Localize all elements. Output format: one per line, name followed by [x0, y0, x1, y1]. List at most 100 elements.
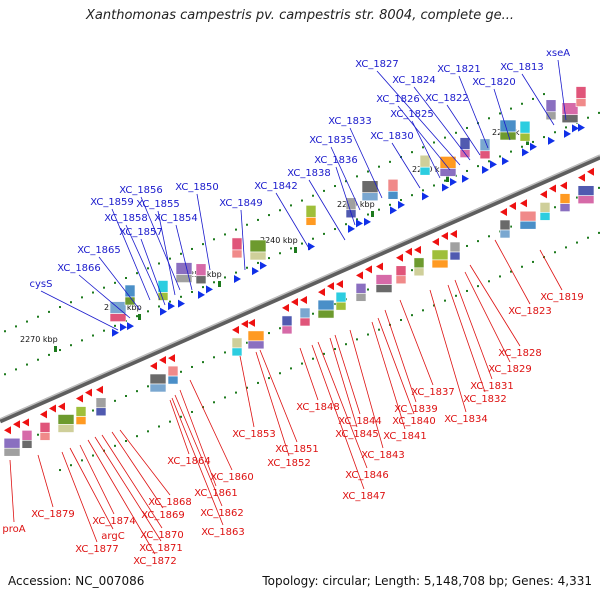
reverse-gene-label[interactable]: XC_1847	[342, 491, 386, 502]
reverse-gene-label[interactable]: XC_1861	[194, 488, 238, 499]
forward-gene-label[interactable]: XC_1820	[472, 77, 516, 88]
reverse-gene-label[interactable]: XC_1864	[167, 456, 211, 467]
reverse-gene-label[interactable]: XC_1868	[148, 497, 192, 508]
reverse-gene-label[interactable]: XC_1869	[141, 510, 185, 521]
reverse-gene-arrow	[365, 265, 372, 274]
reverse-gene-label[interactable]: proA	[2, 524, 25, 535]
forward-gene-label[interactable]: XC_1849	[219, 198, 263, 209]
forward-leader-line	[521, 73, 555, 126]
forward-gene-label[interactable]: XC_1859	[90, 197, 134, 208]
reverse-gene-label[interactable]: XC_1860	[210, 472, 254, 483]
reverse-gene-arrow	[300, 296, 307, 304]
forward-gene-label[interactable]: XC_1825	[390, 109, 434, 120]
forward-gene-label[interactable]: XC_1830	[370, 131, 414, 142]
reverse-gene-label[interactable]: XC_1841	[383, 431, 427, 442]
reverse-gene-label[interactable]: XC_1851	[275, 444, 319, 455]
reverse-gene-label[interactable]: XC_1845	[335, 429, 379, 440]
guide-dot	[477, 240, 479, 243]
reverse-gene-label[interactable]: XC_1853	[232, 429, 276, 440]
reverse-gene-label[interactable]: XC_1871	[139, 543, 183, 554]
forward-gene-label[interactable]: XC_1854	[154, 213, 198, 224]
forward-gene-label[interactable]: XC_1813	[500, 62, 544, 73]
forward-gene-label[interactable]: XC_1827	[355, 59, 399, 70]
forward-leader-line	[240, 209, 246, 271]
reverse-gene-label[interactable]: XC_1852	[267, 458, 311, 469]
reverse-gene-label[interactable]: XC_1848	[296, 402, 340, 413]
guide-dot	[279, 372, 281, 375]
topology-text: Topology: circular; Length: 5,148,708 bp…	[262, 574, 592, 588]
reverse-gene-label[interactable]: XC_1862	[200, 508, 244, 519]
reverse-gene-arrow	[405, 247, 412, 256]
forward-gene-label[interactable]: xseA	[546, 48, 570, 59]
forward-gene-label[interactable]: XC_1865	[77, 245, 121, 256]
forward-gene-label[interactable]: XC_1838	[287, 168, 331, 179]
reverse-gene-label[interactable]: XC_1828	[498, 348, 542, 359]
reverse-gene-label[interactable]: XC_1879	[31, 509, 75, 520]
guide-dot	[312, 312, 314, 315]
forward-gene-label[interactable]: XC_1833	[328, 116, 372, 127]
forward-gene-label[interactable]: XC_1822	[425, 93, 469, 104]
forward-gene-label[interactable]: XC_1866	[57, 263, 101, 274]
reverse-gene-label[interactable]: XC_1877	[75, 544, 119, 555]
reverse-gene-label[interactable]: XC_1832	[463, 394, 507, 405]
forward-gene-label[interactable]: XC_1858	[104, 213, 148, 224]
guide-dot	[400, 319, 402, 321]
reverse-gene-label[interactable]: XC_1843	[361, 450, 405, 461]
reverse-gene-arrow	[4, 426, 11, 435]
forward-gene-label[interactable]: XC_1821	[437, 64, 481, 75]
reverse-gene-arrow	[376, 262, 383, 271]
reverse-gene-arrow	[336, 280, 343, 289]
forward-gene-block	[519, 120, 531, 134]
reverse-gene-label[interactable]: XC_1819	[540, 292, 584, 303]
reverse-gene-block	[281, 315, 293, 327]
guide-dot	[59, 306, 61, 309]
forward-gene-label[interactable]: XC_1824	[392, 75, 436, 86]
forward-leader-line	[349, 127, 383, 199]
forward-gene-block	[575, 98, 587, 107]
reverse-gene-label[interactable]: XC_1839	[394, 404, 438, 415]
forward-leader-line	[140, 238, 166, 306]
reverse-gene-block	[57, 414, 75, 425]
forward-gene-label[interactable]: cysS	[30, 279, 53, 290]
reverse-gene-label[interactable]: XC_1874	[92, 516, 136, 527]
forward-gene-label[interactable]: XC_1842	[254, 181, 298, 192]
forward-gene-label[interactable]: XC_1856	[119, 185, 163, 196]
forward-gene-arrow	[206, 285, 213, 294]
reverse-gene-label[interactable]: XC_1840	[392, 416, 436, 427]
reverse-gene-block	[317, 309, 335, 319]
reverse-gene-label[interactable]: XC_1834	[444, 414, 488, 425]
forward-gene-label[interactable]: XC_1855	[136, 199, 180, 210]
reverse-gene-label[interactable]: XC_1846	[345, 470, 389, 481]
reverse-gene-label[interactable]: XC_1837	[411, 387, 455, 398]
guide-dot	[334, 303, 336, 306]
guide-dot	[224, 233, 226, 236]
forward-leader-line	[175, 224, 193, 291]
forward-gene-arrow	[442, 183, 449, 192]
forward-gene-arrow	[522, 148, 529, 157]
reverse-gene-label[interactable]: XC_1823	[508, 306, 552, 317]
dotted-guide-rows	[4, 93, 600, 472]
reverse-gene-label[interactable]: XC_1831	[470, 381, 514, 392]
guide-dot	[587, 116, 589, 119]
reverse-gene-arrow	[232, 325, 239, 334]
guide-dot	[290, 367, 292, 370]
reverse-gene-label[interactable]: XC_1844	[338, 416, 382, 427]
reverse-gene-label[interactable]: XC_1872	[133, 556, 177, 567]
forward-gene-label[interactable]: XC_1835	[309, 135, 353, 146]
forward-gene-label[interactable]: XC_1826	[376, 94, 420, 105]
reverse-gene-label[interactable]: XC_1870	[140, 530, 184, 541]
reverse-gene-label[interactable]: XC_1829	[488, 364, 532, 375]
guide-dot	[444, 179, 446, 182]
guide-dot	[301, 362, 303, 365]
reverse-gene-block	[57, 424, 75, 433]
reverse-gene-arrow	[96, 385, 103, 394]
guide-dot	[235, 228, 237, 231]
forward-gene-label[interactable]: XC_1857	[119, 227, 163, 238]
reverse-gene-block	[231, 337, 243, 349]
guide-dot	[213, 281, 215, 284]
forward-gene-label[interactable]: XC_1836	[314, 155, 358, 166]
reverse-gene-label[interactable]: XC_1863	[201, 527, 245, 538]
forward-gene-label[interactable]: XC_1850	[175, 182, 219, 193]
reverse-gene-label[interactable]: argC	[101, 531, 124, 542]
